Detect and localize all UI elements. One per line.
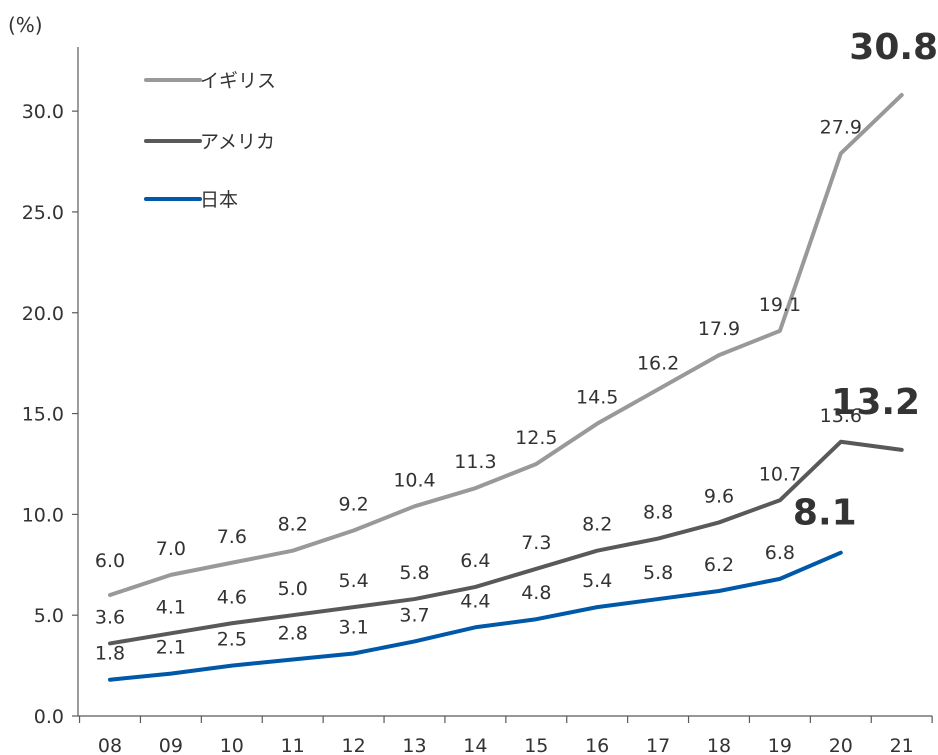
data-label: 10.4 [393,469,435,491]
y-tick-label: 15.0 [22,404,64,426]
data-label: 11.3 [454,451,496,473]
legend-label: 日本 [200,189,238,211]
x-tick-label: 12 [342,735,366,755]
data-label: 2.5 [217,629,247,651]
data-label: 8.2 [278,514,308,536]
x-tick-label: 17 [646,735,670,755]
x-tick-label: 16 [585,735,609,755]
data-labels: 6.0 7.0 7.6 8.2 9.2 10.4 11.3 12.5 14.5 16.2 17.9 1… [95,27,938,665]
data-label: 16.2 [637,352,679,374]
data-label: 10.7 [759,463,801,485]
legend-label: アメリカ [200,131,275,153]
data-label-final: 8.1 [793,493,857,534]
x-tick-label: 20 [829,735,853,755]
y-axis-unit-label: (%) [8,13,43,37]
data-label: 5.0 [278,578,308,600]
data-label: 5.4 [338,570,368,592]
data-label: 7.3 [521,532,551,554]
data-label: 6.2 [704,554,734,576]
data-label: 8.2 [582,514,612,536]
x-tick-label: 08 [98,735,122,755]
x-tick-label: 10 [220,735,244,755]
series-layer [108,93,904,682]
data-label: 1.8 [95,643,125,665]
data-label: 3.6 [95,606,125,628]
data-label: 17.9 [698,318,740,340]
legend-label: イギリス [200,70,276,92]
y-tick-label: 10.0 [22,504,64,526]
data-label-final: 13.2 [831,382,920,423]
data-label-final: 30.8 [849,27,938,68]
data-label: 3.1 [338,616,368,638]
series-line-3 [108,550,843,682]
data-label: 4.6 [217,586,247,608]
data-label: 27.9 [820,116,862,138]
data-label: 5.8 [643,562,673,584]
data-label: 6.4 [460,550,490,572]
y-tick-label: 25.0 [22,202,64,224]
data-label: 5.4 [582,570,612,592]
data-label: 12.5 [515,427,557,449]
data-label: 19.1 [759,294,801,316]
data-label: 6.0 [95,550,125,572]
x-tick-label: 13 [402,735,426,755]
data-label: 8.8 [643,502,673,524]
data-label: 13.6 [820,405,862,427]
data-label: 9.2 [338,494,368,516]
data-label: 2.8 [278,623,308,645]
data-label: 7.6 [217,526,247,548]
y-tick-label: 20.0 [22,303,64,325]
y-tick-label: 30.0 [22,101,64,123]
data-label: 6.8 [765,542,795,564]
x-tick-label: 21 [890,735,914,755]
x-tick-label: 09 [159,735,183,755]
data-label: 2.1 [156,637,186,659]
y-tick-label: 5.0 [34,605,64,627]
y-tick-label: 0.0 [34,706,64,728]
x-tick-label: 14 [463,735,487,755]
x-tick-label: 18 [707,735,731,755]
axes: 0.0 5.0 10.0 15.0 20.0 25.0 30.0 08 09 10 11 12 13 14… [22,47,933,755]
data-label: 7.0 [156,538,186,560]
data-label: 5.8 [399,562,429,584]
series-line-2 [108,439,904,646]
data-label: 3.7 [399,604,429,626]
x-tick-label: 19 [768,735,792,755]
data-label: 4.1 [156,596,186,618]
data-label: 14.5 [576,387,618,409]
data-label: 4.4 [460,590,490,612]
data-label: 9.6 [704,485,734,507]
series-line-1 [108,93,904,598]
data-label: 4.8 [521,582,551,604]
x-tick-label: 15 [524,735,548,755]
x-tick-label: 11 [281,735,305,755]
